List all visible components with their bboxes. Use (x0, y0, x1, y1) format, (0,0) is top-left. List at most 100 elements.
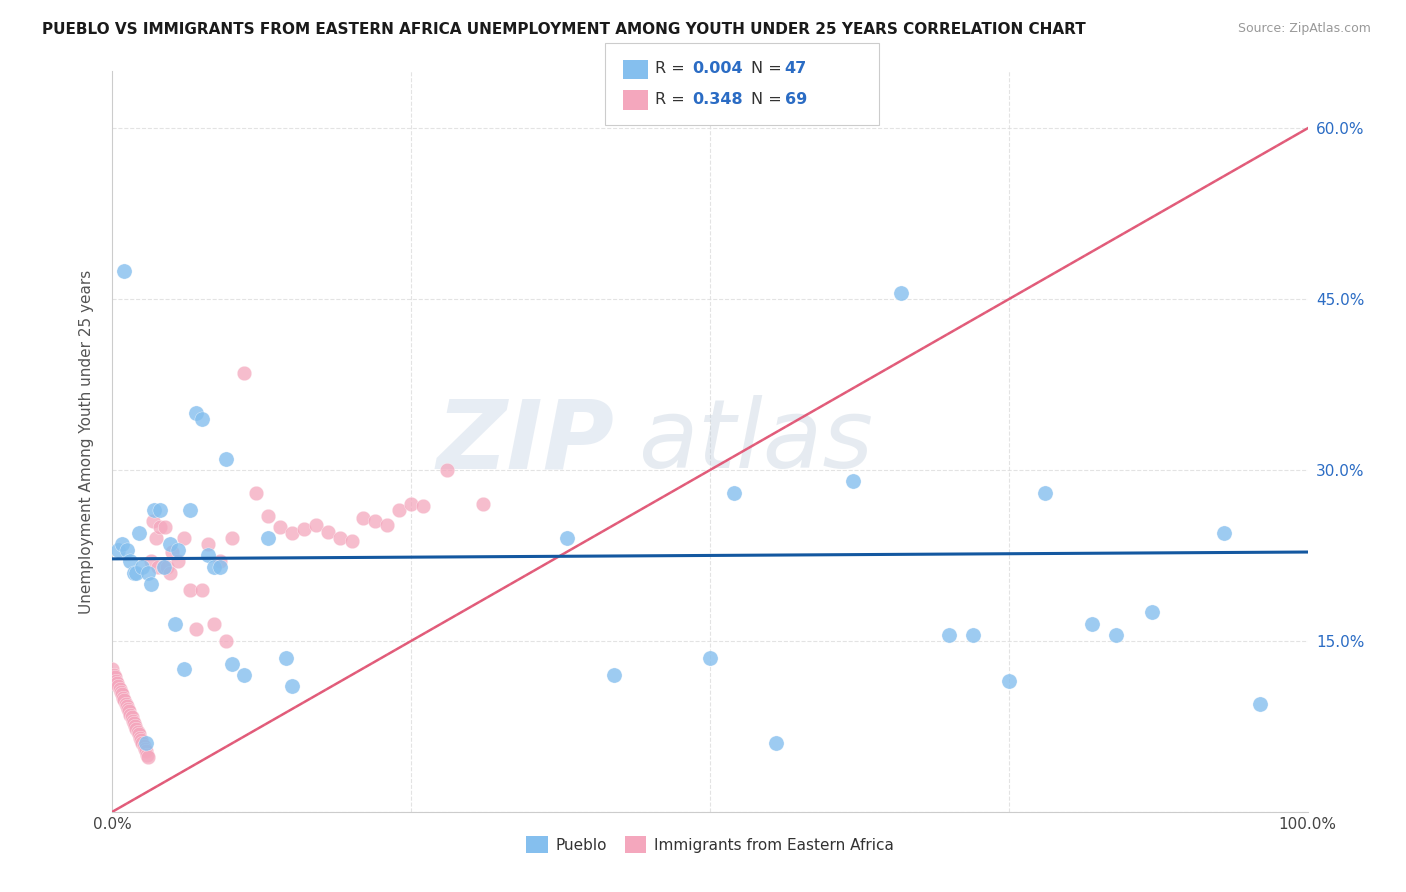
Point (215, 633, 238, 648)
Point (233, 668, 256, 682)
Point (269, 520, 291, 534)
Point (316, 524, 339, 539)
Point (122, 566, 145, 580)
Point (962, 628, 984, 642)
Text: N =: N = (751, 62, 787, 76)
Point (329, 532, 352, 546)
Point (162, 545, 183, 559)
Point (179, 582, 201, 597)
Point (1249, 697, 1271, 711)
Point (938, 628, 960, 642)
Point (125, 722, 148, 736)
Y-axis label: Unemployment Among Youth under 25 years: Unemployment Among Youth under 25 years (79, 269, 94, 614)
Point (555, 532, 578, 546)
Point (179, 503, 201, 517)
Text: 69: 69 (785, 92, 807, 106)
Point (1142, 606, 1164, 620)
Point (129, 731, 152, 745)
Point (159, 537, 181, 551)
Point (112, 690, 135, 705)
Point (103, 668, 125, 682)
Point (114, 697, 136, 711)
Point (281, 680, 304, 694)
Point (107, 680, 129, 694)
Point (257, 532, 280, 546)
Point (114, 693, 135, 707)
Point (257, 508, 280, 523)
Point (104, 670, 127, 684)
Point (143, 503, 166, 517)
Point (118, 705, 141, 719)
Point (111, 687, 134, 701)
Point (107, 542, 129, 557)
Point (1081, 616, 1104, 631)
Point (105, 673, 128, 688)
Point (152, 559, 174, 574)
Point (156, 559, 179, 574)
Point (145, 532, 167, 546)
Point (274, 651, 297, 665)
Point (125, 566, 148, 580)
Text: N =: N = (751, 92, 787, 106)
Point (135, 744, 157, 758)
Point (998, 673, 1021, 688)
Text: 0.004: 0.004 (692, 62, 742, 76)
Point (120, 707, 142, 722)
Text: 47: 47 (785, 62, 807, 76)
Point (377, 517, 399, 532)
Point (173, 532, 195, 546)
Point (281, 525, 304, 540)
Point (173, 662, 195, 676)
Point (412, 500, 434, 514)
Point (167, 542, 190, 557)
Text: atlas: atlas (638, 395, 873, 488)
Point (146, 559, 169, 574)
Point (723, 485, 745, 500)
Point (209, 559, 232, 574)
Point (138, 566, 160, 580)
Point (131, 736, 153, 750)
Point (139, 554, 162, 568)
Text: R =: R = (655, 62, 690, 76)
Point (128, 727, 150, 741)
Point (765, 736, 787, 750)
Point (101, 662, 124, 676)
Point (890, 286, 912, 301)
Point (221, 532, 243, 546)
Point (401, 497, 423, 511)
Point (124, 719, 146, 733)
Point (114, 263, 135, 277)
Point (135, 736, 157, 750)
Point (209, 554, 232, 568)
Point (153, 559, 176, 574)
Point (191, 582, 214, 597)
Point (121, 714, 143, 728)
Point (842, 475, 865, 489)
Point (138, 750, 160, 764)
Point (245, 485, 267, 500)
Point (149, 520, 172, 534)
Point (153, 520, 176, 534)
Point (215, 451, 238, 466)
Text: Source: ZipAtlas.com: Source: ZipAtlas.com (1237, 22, 1371, 36)
Point (186, 406, 208, 420)
Point (127, 725, 149, 739)
Point (197, 549, 219, 563)
Point (167, 554, 190, 568)
Point (128, 525, 150, 540)
Point (1213, 525, 1236, 540)
Point (117, 702, 139, 716)
Point (1033, 485, 1056, 500)
Point (603, 668, 626, 682)
Point (131, 559, 153, 574)
Text: PUEBLO VS IMMIGRANTS FROM EASTERN AFRICA UNEMPLOYMENT AMONG YOUTH UNDER 25 YEARS: PUEBLO VS IMMIGRANTS FROM EASTERN AFRICA… (42, 22, 1085, 37)
Point (142, 514, 165, 528)
Point (110, 685, 132, 699)
Point (122, 715, 145, 730)
Point (186, 623, 208, 637)
Point (159, 566, 181, 580)
Point (340, 533, 363, 548)
Point (202, 616, 225, 631)
Point (120, 554, 142, 568)
Point (202, 559, 225, 574)
